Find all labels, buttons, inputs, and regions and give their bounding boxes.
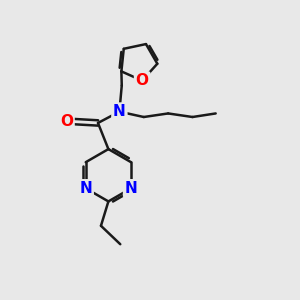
Text: O: O	[136, 73, 148, 88]
Text: N: N	[125, 181, 137, 196]
Text: N: N	[80, 181, 92, 196]
Text: O: O	[60, 114, 73, 129]
Text: N: N	[113, 104, 126, 119]
